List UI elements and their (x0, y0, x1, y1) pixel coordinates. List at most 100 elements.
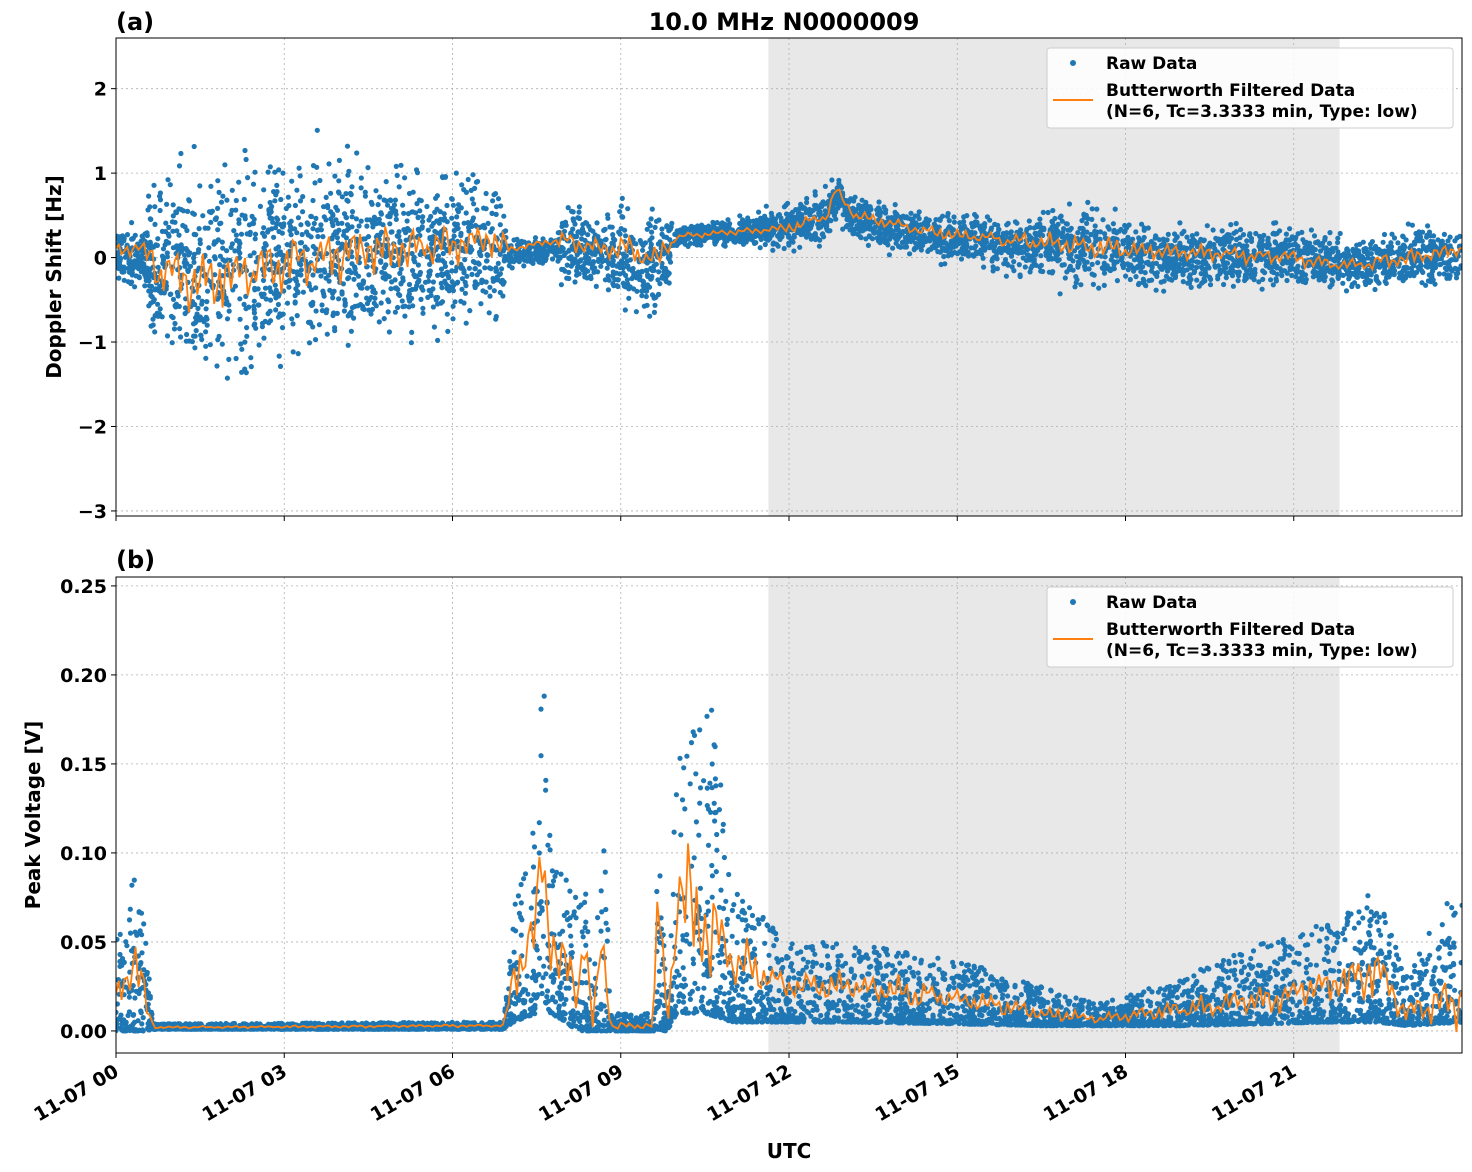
raw-data-point (1180, 279, 1186, 285)
raw-data-point (1429, 272, 1435, 278)
raw-data-point (442, 260, 448, 266)
raw-data-point (1040, 209, 1046, 215)
raw-data-point (915, 213, 921, 219)
raw-data-point (410, 268, 416, 274)
raw-data-point (379, 269, 385, 275)
raw-data-point (1403, 237, 1409, 243)
raw-data-point (262, 241, 268, 247)
raw-data-point (623, 272, 629, 278)
raw-data-point (242, 339, 248, 345)
raw-data-point (1079, 225, 1086, 231)
raw-data-point (1216, 236, 1222, 242)
raw-data-point (916, 243, 922, 249)
raw-data-point (1014, 220, 1020, 226)
raw-data-point (1186, 274, 1192, 280)
raw-data-point (816, 212, 823, 218)
raw-data-point (166, 224, 172, 230)
raw-data-point (222, 162, 228, 168)
raw-data-point (578, 257, 584, 263)
raw-data-point (411, 254, 417, 260)
raw-data-point (236, 179, 242, 185)
raw-data-point (495, 196, 502, 202)
raw-data-point (125, 279, 131, 285)
raw-data-point (140, 236, 146, 242)
raw-data-point (352, 266, 358, 272)
raw-data-point (721, 242, 727, 248)
raw-data-point (281, 215, 287, 221)
raw-data-point (1341, 251, 1347, 257)
raw-data-point (444, 311, 450, 317)
raw-data-point (582, 267, 589, 273)
raw-data-point (1008, 253, 1015, 259)
raw-data-point (474, 207, 480, 213)
raw-data-point (297, 173, 303, 179)
raw-data-point (1014, 249, 1020, 255)
raw-data-point (168, 313, 175, 319)
raw-data-point (271, 234, 277, 240)
raw-data-point (893, 227, 899, 233)
raw-data-point (949, 249, 955, 256)
raw-data-point (1369, 239, 1375, 245)
raw-data-point (1166, 276, 1172, 282)
raw-data-point (147, 239, 153, 245)
raw-data-point (164, 333, 171, 339)
raw-data-point (449, 215, 455, 221)
raw-data-point (146, 303, 152, 309)
raw-data-point (217, 253, 223, 259)
raw-data-point (336, 190, 342, 196)
raw-data-point (388, 205, 395, 212)
raw-data-point (1320, 274, 1326, 280)
raw-data-point (1293, 274, 1299, 280)
raw-data-point (1396, 249, 1402, 255)
raw-data-point (203, 329, 209, 335)
raw-data-point (283, 279, 289, 285)
raw-data-point (569, 208, 575, 214)
raw-data-point (262, 285, 269, 291)
raw-data-point (184, 260, 190, 267)
raw-data-point (1373, 273, 1379, 280)
raw-data-point (466, 224, 472, 231)
raw-data-point (229, 241, 235, 247)
raw-data-point (1078, 282, 1084, 288)
raw-data-point (1128, 263, 1134, 269)
raw-data-point (699, 222, 705, 228)
raw-data-point (415, 279, 421, 286)
raw-data-point (151, 182, 157, 188)
raw-data-point (812, 192, 818, 198)
raw-data-point (1137, 254, 1143, 260)
raw-data-point (394, 172, 400, 178)
raw-data-point (398, 280, 404, 286)
raw-data-point (310, 243, 316, 250)
raw-data-point (178, 207, 184, 213)
raw-data-point (927, 237, 933, 243)
raw-data-point (152, 329, 158, 335)
raw-data-point (497, 222, 503, 228)
raw-data-point (1127, 276, 1133, 283)
raw-data-point (339, 220, 345, 226)
raw-data-point (164, 250, 170, 256)
raw-data-point (353, 292, 359, 298)
raw-data-point (292, 202, 298, 209)
raw-data-point (1114, 236, 1120, 243)
raw-data-point (863, 236, 869, 242)
raw-data-point (169, 219, 175, 225)
raw-data-point (634, 288, 640, 294)
raw-data-point (797, 244, 803, 250)
raw-data-point (289, 316, 295, 322)
raw-data-point (412, 259, 418, 265)
raw-data-point (452, 299, 458, 305)
raw-data-point (250, 181, 257, 187)
raw-data-point (261, 245, 267, 251)
raw-data-point (409, 209, 415, 215)
raw-data-point (473, 179, 479, 185)
raw-data-point (267, 199, 273, 206)
raw-data-point (1068, 233, 1074, 239)
raw-data-point (940, 213, 946, 219)
raw-data-point (445, 328, 451, 334)
raw-data-point (215, 178, 221, 184)
raw-data-point (1114, 278, 1120, 284)
raw-data-point (1269, 269, 1275, 275)
raw-data-point (360, 236, 367, 242)
raw-data-point (611, 283, 617, 289)
raw-data-point (971, 245, 978, 251)
